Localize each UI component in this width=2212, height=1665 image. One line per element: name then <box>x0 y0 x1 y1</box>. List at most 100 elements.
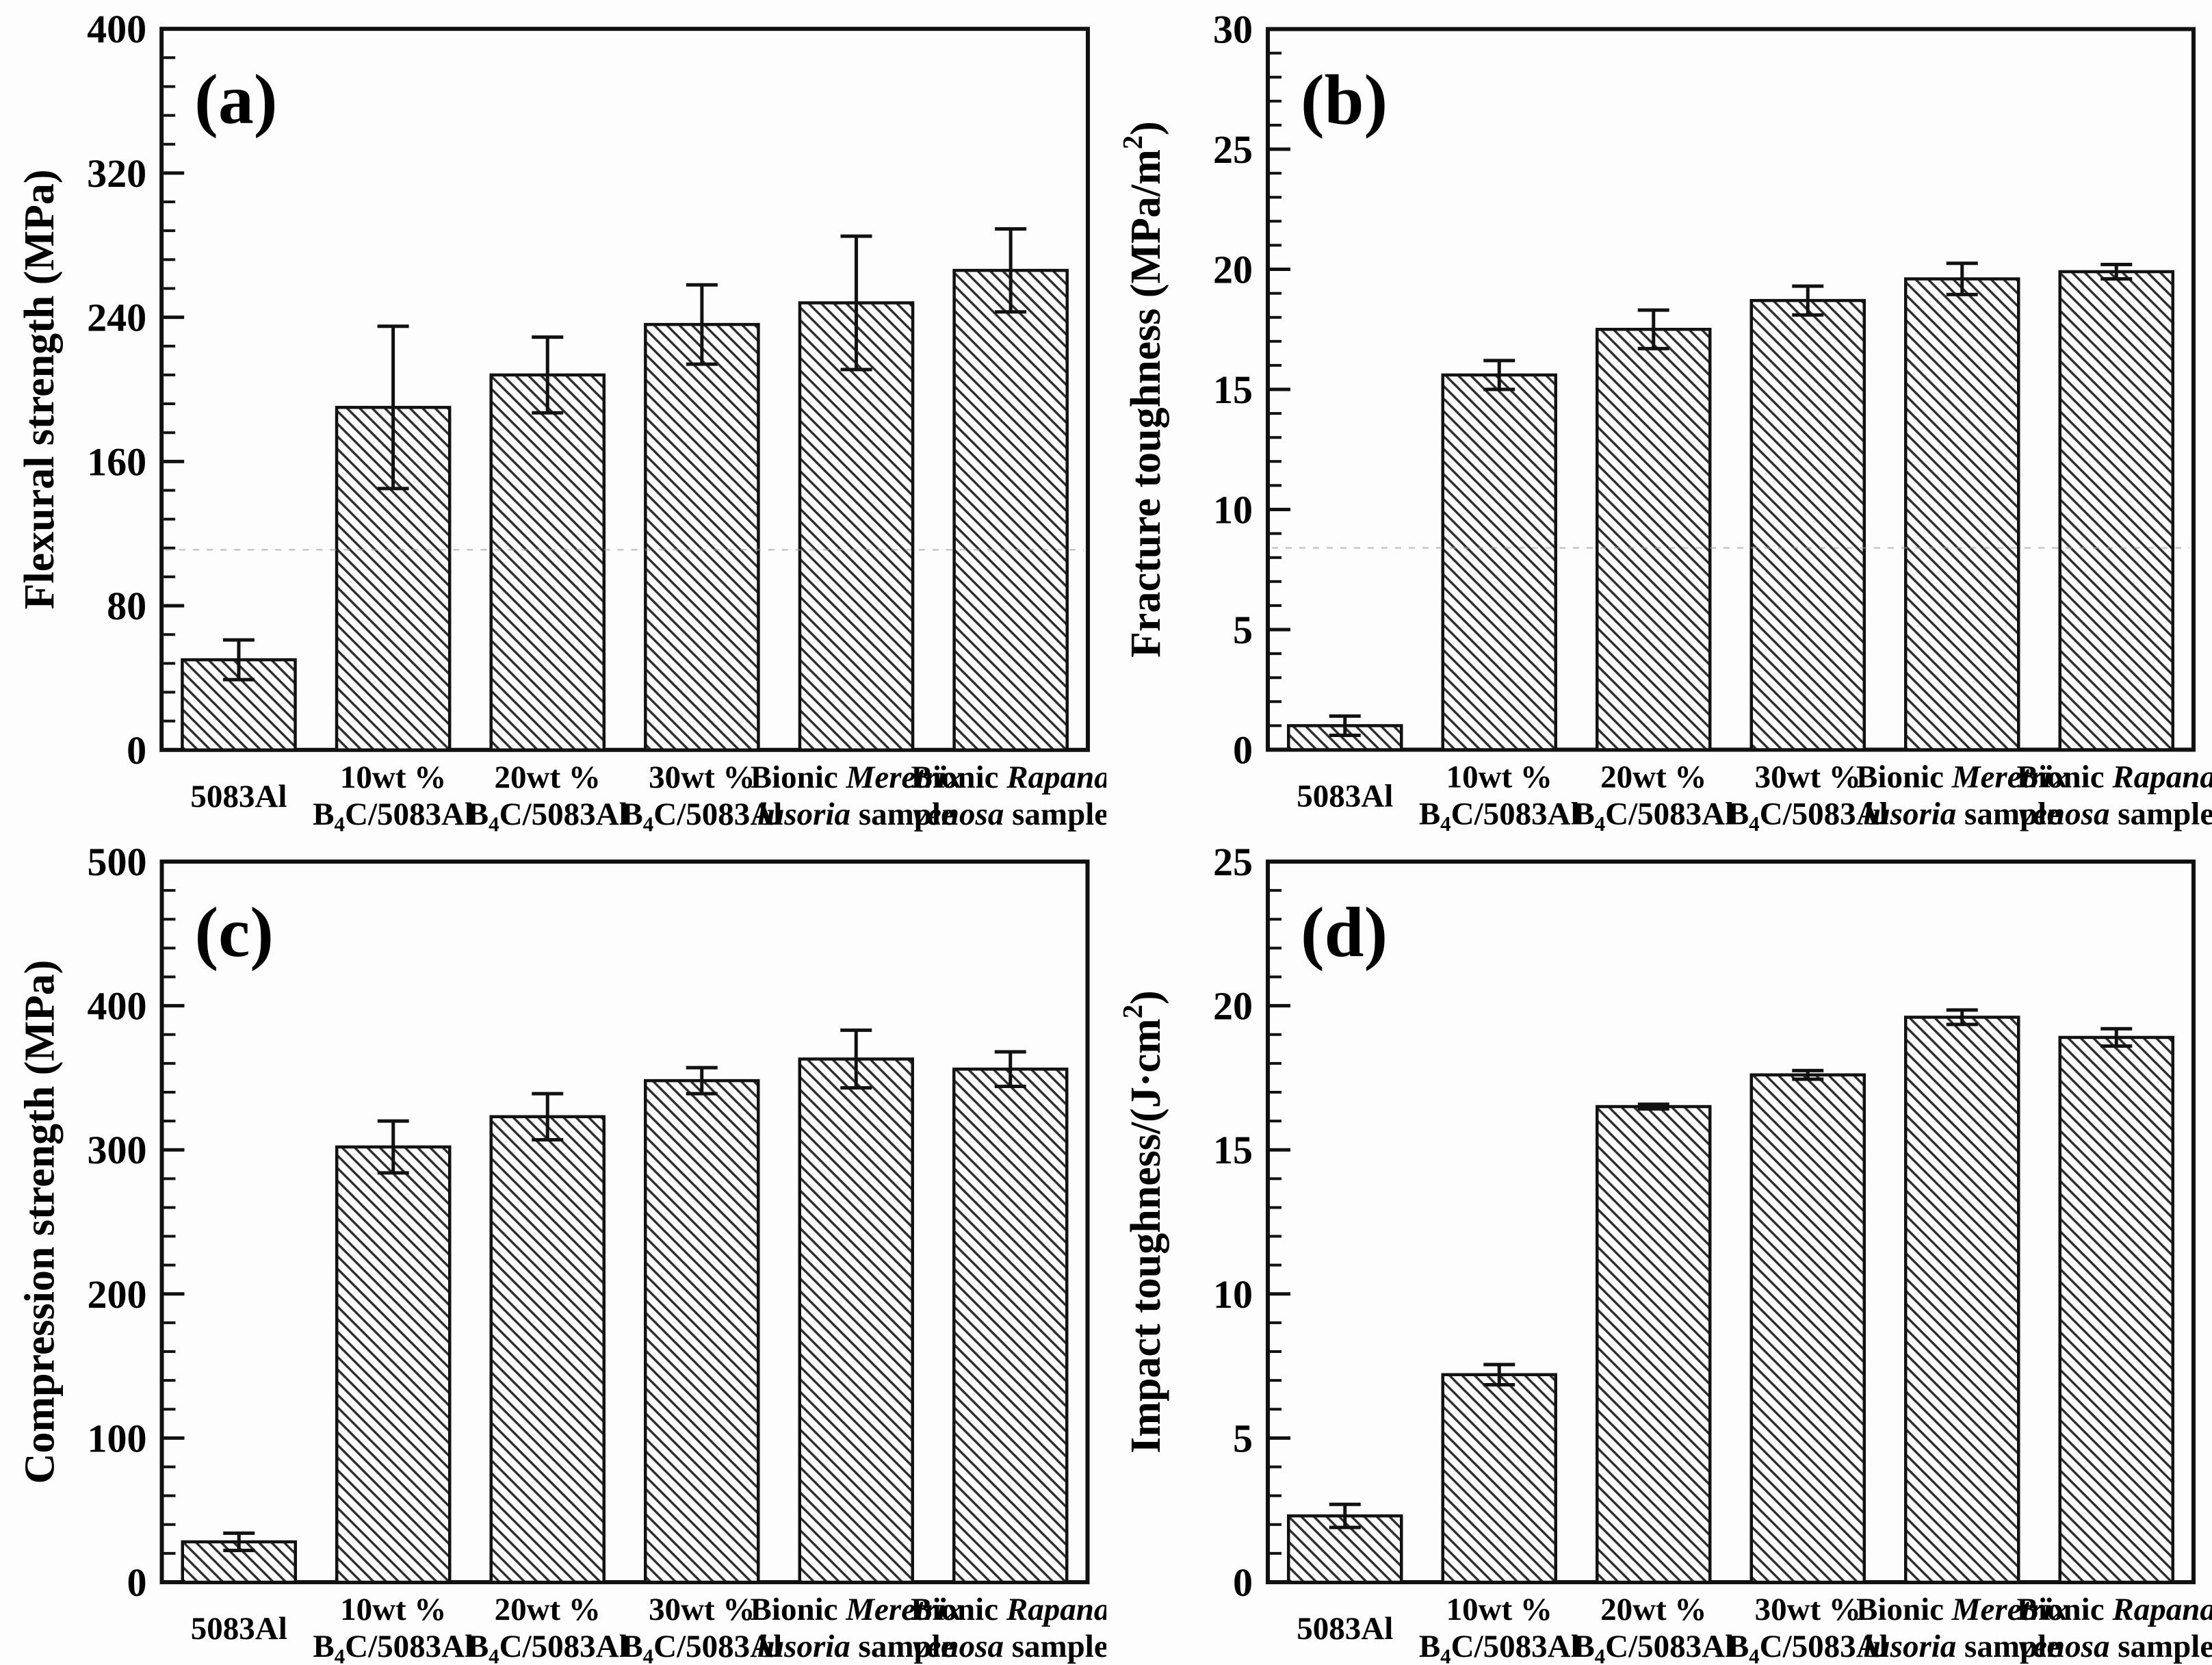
bar-a-4 <box>798 301 915 752</box>
error-bar-d-3 <box>1792 1068 1824 1081</box>
panel-letter-d: (d) <box>1301 893 1388 972</box>
category-label-2-line1: 20wt % <box>495 760 601 795</box>
category-label-2-line2: B4C/5083Al <box>1573 797 1734 834</box>
y-tick-label: 5 <box>1233 1416 1253 1460</box>
panel-d: 0 5 10 15 20 25 5083Al 10wt % B4C/5083Al 20wt % B4… <box>1106 833 2212 1665</box>
error-bar-d-5 <box>2100 1027 2133 1048</box>
category-label-2-line1: 20wt % <box>1600 760 1706 795</box>
y-tick-label: 80 <box>107 584 146 628</box>
bar-a-3 <box>644 322 760 752</box>
error-bar-c-4 <box>840 1028 872 1090</box>
error-bar-d-2 <box>1637 1102 1669 1111</box>
error-bar-a-1 <box>377 324 409 491</box>
y-tick-label: 10 <box>1213 1272 1253 1317</box>
y-axis-label-b: Fracture toughness (MPa/m2) <box>1117 121 1169 658</box>
axis-frame <box>159 27 1090 752</box>
bar-d-2 <box>1596 1105 1712 1584</box>
bar-b-4 <box>1904 277 2020 751</box>
axis-frame <box>1266 860 2196 1584</box>
error-bar-c-2 <box>532 1092 564 1141</box>
y-axis-label-c: Compression strength (MPa) <box>17 960 64 1484</box>
error-bar-a-4 <box>840 234 872 372</box>
bar-b-3 <box>1749 298 1866 751</box>
bar-d-3 <box>1749 1073 1866 1584</box>
y-tick-label: 15 <box>1213 1128 1253 1172</box>
category-label-4-line2: lusoria sample <box>1863 797 2061 832</box>
y-tick-label: 15 <box>1213 367 1253 412</box>
category-label-4-line1: Bionic Meretrix <box>1856 760 2068 795</box>
category-label-2-line2: B4C/5083Al <box>1573 1629 1734 1665</box>
category-label-0: 5083Al <box>1297 1611 1393 1647</box>
category-label-4-line1: Bionic Meretrix <box>1856 1592 2068 1627</box>
category-label-5-line2: venosa sample <box>2018 1629 2212 1664</box>
error-bar-c-1 <box>377 1119 409 1175</box>
bar-c-4 <box>798 1057 914 1584</box>
category-label-1-line2: B4C/5083Al <box>1419 797 1580 834</box>
bar-c-1 <box>335 1145 452 1584</box>
category-label-2-line1: 20wt % <box>495 1592 601 1627</box>
bar-c-5 <box>952 1068 1069 1584</box>
y-tick-label: 25 <box>1213 840 1253 884</box>
category-label-4-line2: lusoria sample <box>1863 1629 2061 1664</box>
category-label-4-line1: Bionic Meretrix <box>751 760 963 795</box>
category-label-3-line2: B4C/5083Al <box>1728 797 1888 834</box>
bar-a-2 <box>489 373 606 752</box>
error-bar-b-0 <box>1329 714 1361 737</box>
bar-d-4 <box>1904 1016 2020 1584</box>
error-bar-a-0 <box>222 638 255 682</box>
category-label-0: 5083Al <box>1297 779 1393 814</box>
error-bar-d-4 <box>1946 1008 1978 1027</box>
panel-letter-c: (c) <box>195 893 274 972</box>
bar-b-5 <box>2058 270 2174 751</box>
axis-frame <box>159 860 1090 1584</box>
error-bar-c-0 <box>223 1531 255 1553</box>
error-bar-b-5 <box>2100 262 2133 281</box>
error-bar-b-2 <box>1637 308 1669 350</box>
y-tick-label: 320 <box>87 151 146 196</box>
y-tick-label: 20 <box>1213 984 1253 1029</box>
panel-letter-b: (b) <box>1301 61 1388 140</box>
error-bar-c-5 <box>994 1050 1026 1089</box>
category-label-0: 5083Al <box>190 779 287 814</box>
category-label-2-line2: B4C/5083Al <box>467 1629 628 1665</box>
panel-a: 0 80 160 240 320 400 5083Al 10wt % B4C/5083Al 20w… <box>0 0 1106 833</box>
y-tick-label: 5 <box>1233 608 1253 652</box>
category-label-1-line1: 10wt % <box>340 1592 446 1627</box>
category-label-3-line2: B4C/5083Al <box>1728 1629 1888 1665</box>
category-label-3-line1: 30wt % <box>649 1592 755 1627</box>
category-label-5-line1: Bionic Rapana <box>911 760 1106 795</box>
error-bar-a-5 <box>995 227 1027 314</box>
category-label-1-line1: 10wt % <box>1446 1592 1552 1627</box>
y-tick-label: 0 <box>127 1560 147 1605</box>
bar-a-1 <box>335 406 452 752</box>
category-label-1-line2: B4C/5083Al <box>313 797 473 833</box>
category-label-3-line1: 30wt % <box>1755 1592 1861 1627</box>
y-tick-label: 30 <box>1213 8 1253 52</box>
category-label-1-line1: 10wt % <box>340 760 446 795</box>
category-label-5-line1: Bionic Rapana <box>911 1592 1106 1627</box>
category-label-1-line2: B4C/5083Al <box>1419 1629 1580 1665</box>
y-tick-label: 100 <box>88 1416 147 1460</box>
bar-c-0 <box>181 1540 297 1584</box>
category-label-3-line2: B4C/5083Al <box>621 797 782 833</box>
bar-b-2 <box>1596 328 1712 751</box>
y-tick-label: 240 <box>87 296 146 340</box>
y-axis-label-d: Impact toughness/(J·cm2) <box>1117 990 1169 1454</box>
bar-c-3 <box>644 1079 760 1584</box>
y-axis-label-a: Flexural strength (MPa) <box>16 169 63 609</box>
error-bar-d-1 <box>1483 1363 1515 1386</box>
error-bar-c-3 <box>686 1066 718 1096</box>
category-label-3-line2: B4C/5083Al <box>621 1629 782 1665</box>
panel-b: 0 5 10 15 20 25 30 5083Al 10wt % B4C/5083Al 20wt %… <box>1106 0 2212 833</box>
category-label-4-line1: Bionic Meretrix <box>751 1592 962 1627</box>
y-tick-label: 0 <box>127 728 146 773</box>
error-bar-b-4 <box>1946 261 1978 296</box>
y-tick-label: 25 <box>1213 127 1253 172</box>
y-tick-label: 160 <box>87 439 146 484</box>
panel-letter-a: (a) <box>194 60 277 139</box>
y-tick-label: 10 <box>1213 488 1253 532</box>
error-bar-d-0 <box>1329 1502 1361 1530</box>
error-bar-a-3 <box>686 283 718 366</box>
